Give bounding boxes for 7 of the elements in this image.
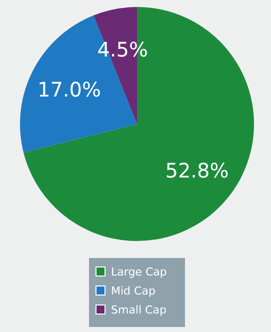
data-label: 4.5%	[97, 37, 148, 62]
pie-slice	[24, 7, 254, 241]
legend-label: Large Cap	[111, 266, 167, 278]
legend-label: Small Cap	[111, 304, 166, 316]
data-label: 17.0%	[37, 77, 102, 102]
data-label: 52.8%	[165, 158, 229, 183]
legend-label: Mid Cap	[111, 284, 156, 298]
